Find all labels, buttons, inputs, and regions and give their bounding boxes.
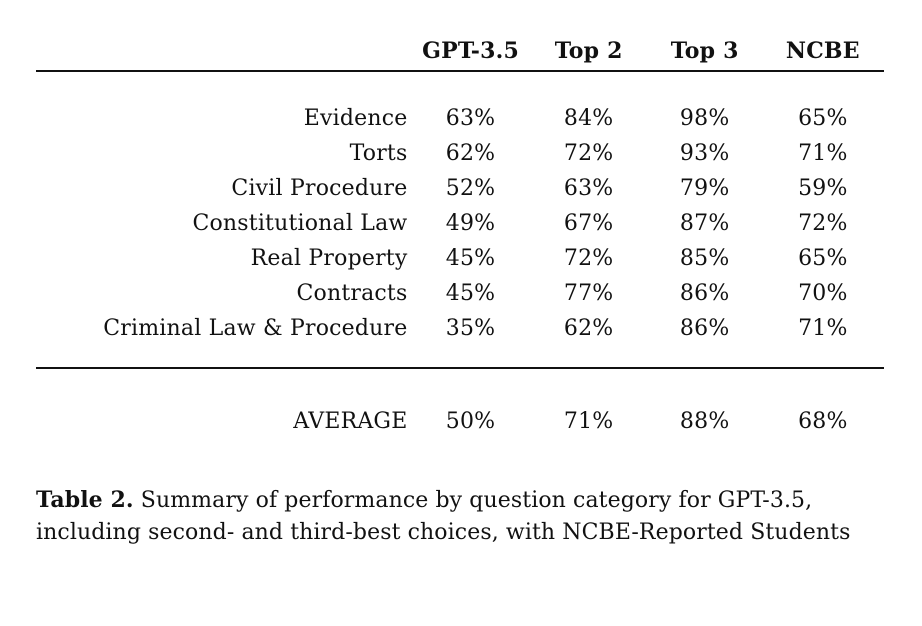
header-ncbe: NCBE: [761, 30, 884, 72]
caption-label: Table 2.: [36, 487, 134, 513]
cell-gpt35: 49%: [445, 211, 496, 236]
cell-ncbe: 65%: [798, 106, 848, 131]
cell-top2: 72%: [563, 141, 614, 166]
header-gpt35: GPT-3.5: [411, 30, 530, 72]
table-row: Contracts 45% 77% 86% 70%: [36, 276, 884, 311]
table-row: Civil Procedure 52% 63% 79% 59%: [36, 171, 884, 206]
row-category: Evidence: [303, 106, 408, 131]
row-category: Real Property: [250, 246, 408, 271]
results-table-container: GPT-3.5 Top 2 Top 3 NCBE Evidence 63% 84…: [36, 30, 884, 439]
average-row: AVERAGE 50% 71% 88% 68%: [36, 404, 884, 439]
row-category: Criminal Law & Procedure: [103, 316, 408, 341]
cell-top3: 93%: [679, 141, 730, 166]
cell-top3: 85%: [679, 246, 730, 271]
cell-gpt35: 62%: [445, 141, 496, 166]
cell-ncbe: 71%: [798, 316, 848, 341]
cell-top3: 98%: [679, 106, 730, 131]
table-row: Real Property 45% 72% 85% 65%: [36, 241, 884, 276]
cell-gpt35: 63%: [445, 106, 496, 131]
average-gpt35: 50%: [445, 409, 496, 434]
cell-top2: 72%: [563, 246, 614, 271]
cell-top2: 67%: [563, 211, 614, 236]
cell-ncbe: 71%: [798, 141, 848, 166]
cell-gpt35: 52%: [445, 176, 496, 201]
caption-text: Summary of performance by question categ…: [36, 488, 851, 545]
average-label: AVERAGE: [293, 409, 408, 434]
table-row: Evidence 63% 84% 98% 65%: [36, 101, 884, 136]
row-category: Civil Procedure: [231, 176, 408, 201]
header-top3: Top 3: [647, 30, 762, 72]
average-top3: 88%: [679, 409, 730, 434]
average-ncbe: 68%: [798, 409, 848, 434]
average-top2: 71%: [563, 409, 614, 434]
cell-gpt35: 45%: [445, 281, 496, 306]
table-row: Torts 62% 72% 93% 71%: [36, 136, 884, 171]
cell-top3: 79%: [679, 176, 730, 201]
cell-gpt35: 45%: [445, 246, 496, 271]
table-spacer: [36, 368, 884, 404]
cell-top2: 62%: [563, 316, 614, 341]
table-divider: [36, 346, 884, 369]
cell-ncbe: 72%: [798, 211, 848, 236]
row-category: Contracts: [296, 281, 408, 306]
cell-top3: 86%: [679, 281, 730, 306]
table-row: Criminal Law & Procedure 35% 62% 86% 71%: [36, 311, 884, 346]
table-spacer: [36, 71, 884, 101]
cell-top2: 84%: [563, 106, 614, 131]
row-category: Constitutional Law: [192, 211, 408, 236]
cell-ncbe: 70%: [798, 281, 848, 306]
table-caption: Table 2. Summary of performance by quest…: [36, 484, 876, 549]
row-category: Torts: [349, 141, 408, 166]
cell-top2: 63%: [563, 176, 614, 201]
cell-ncbe: 65%: [798, 246, 848, 271]
cell-top3: 86%: [679, 316, 730, 341]
table-row: Constitutional Law 49% 67% 87% 72%: [36, 206, 884, 241]
cell-gpt35: 35%: [445, 316, 496, 341]
cell-top2: 77%: [563, 281, 614, 306]
table-header-row: GPT-3.5 Top 2 Top 3 NCBE: [36, 30, 884, 72]
header-category: [36, 30, 412, 72]
header-top2: Top 2: [529, 30, 648, 72]
cell-top3: 87%: [679, 211, 730, 236]
results-table: GPT-3.5 Top 2 Top 3 NCBE Evidence 63% 84…: [36, 30, 884, 439]
cell-ncbe: 59%: [798, 176, 848, 201]
